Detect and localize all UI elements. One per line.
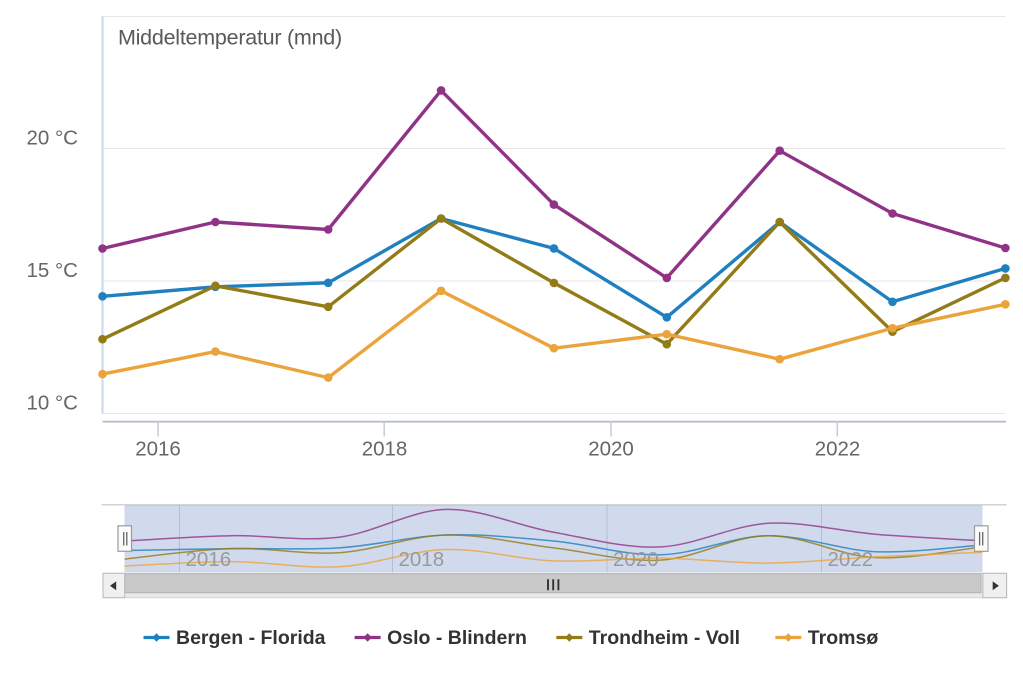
- svg-text:Tromsø: Tromsø: [808, 627, 879, 649]
- svg-text:2016: 2016: [135, 438, 181, 461]
- svg-text:Trondheim - Voll: Trondheim - Voll: [589, 627, 740, 649]
- svg-text:2020: 2020: [588, 438, 634, 461]
- svg-text:20 °C: 20 °C: [26, 127, 78, 150]
- svg-text:2018: 2018: [399, 548, 445, 571]
- svg-text:2016: 2016: [186, 548, 232, 571]
- svg-text:2022: 2022: [828, 548, 874, 571]
- svg-text:Bergen - Florida: Bergen - Florida: [176, 627, 326, 649]
- svg-text:2022: 2022: [815, 438, 861, 461]
- svg-text:Oslo - Blindern: Oslo - Blindern: [387, 627, 527, 649]
- svg-text:10 °C: 10 °C: [26, 392, 78, 415]
- svg-text:2020: 2020: [613, 548, 659, 571]
- svg-text:2018: 2018: [362, 438, 408, 461]
- svg-text:15 °C: 15 °C: [26, 259, 78, 282]
- svg-text:Middeltemperatur (mnd): Middeltemperatur (mnd): [118, 26, 342, 50]
